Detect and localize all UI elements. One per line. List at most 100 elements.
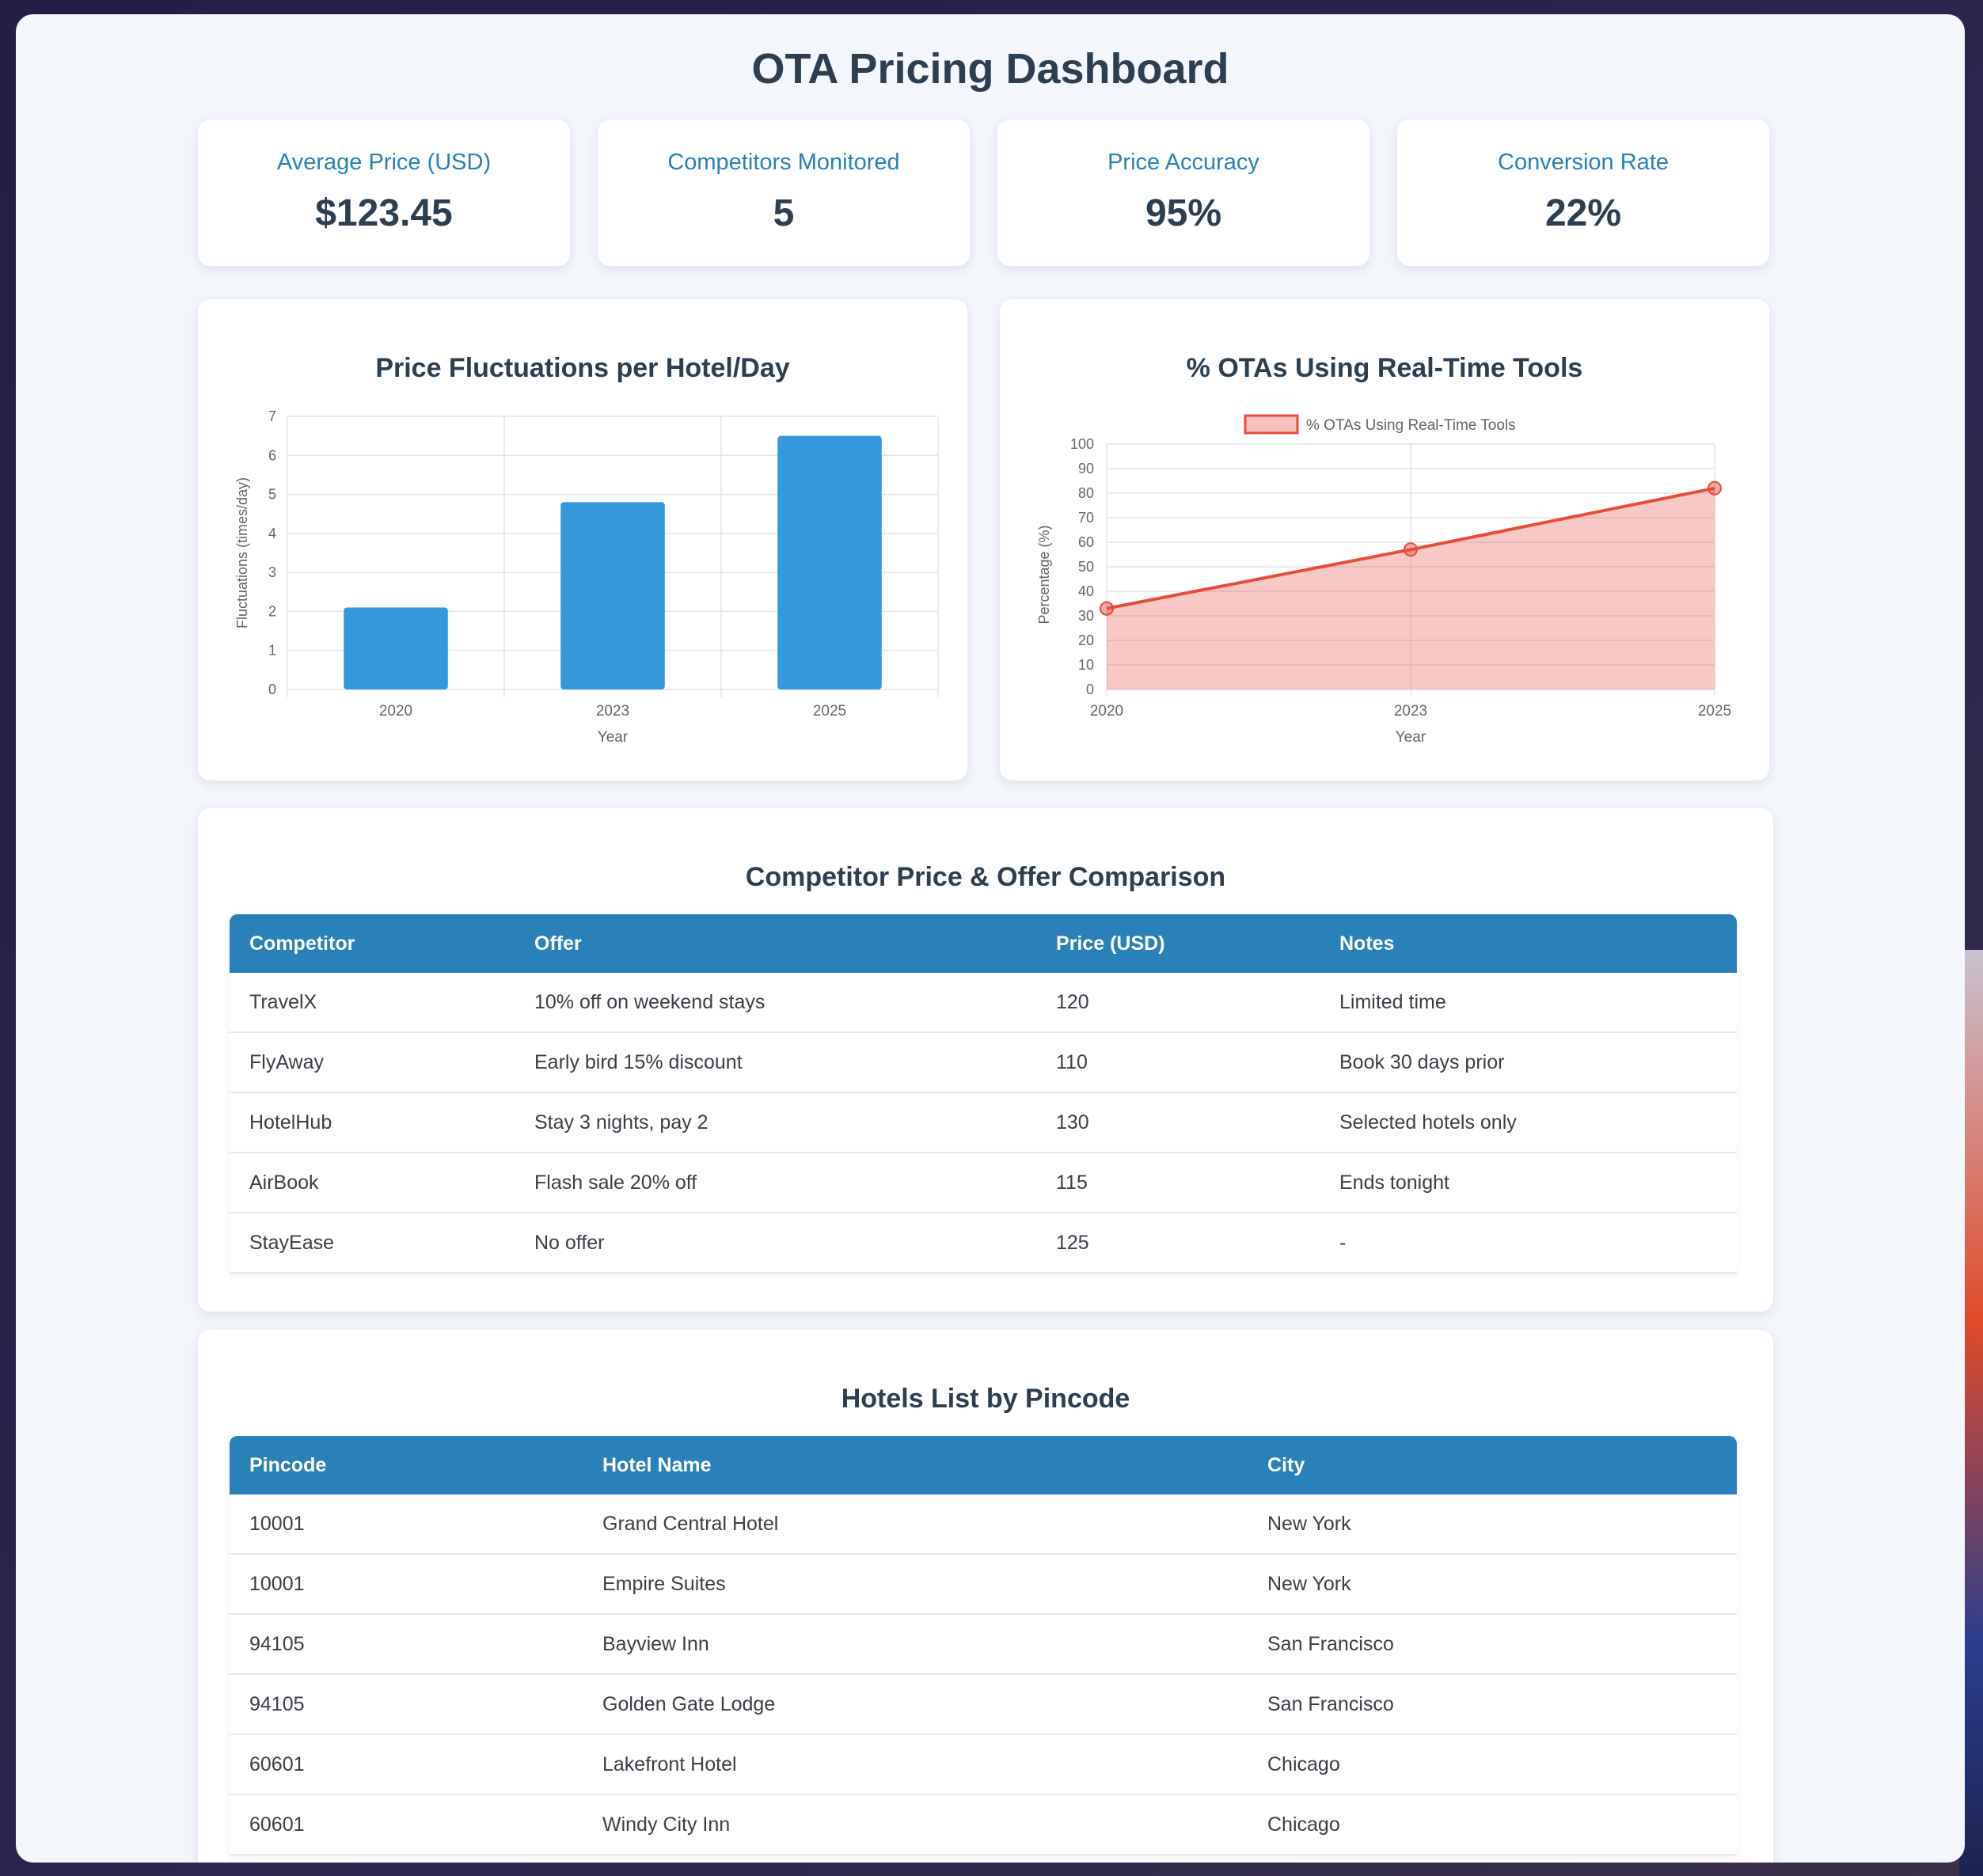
data-point [1708, 480, 1722, 496]
section-title: Competitor Price & Offer Comparison [745, 862, 1226, 892]
cell-notes: Book 30 days prior [1320, 1032, 1737, 1093]
kpi-value: 5 [773, 192, 795, 234]
cell-hotel-name: Windy City Inn [583, 1794, 1248, 1855]
dashboard-window: OTA Pricing Dashboard Average Price (USD… [16, 14, 1965, 1863]
cell-notes: Limited time [1320, 973, 1737, 1033]
table-header-row: Competitor Offer Price (USD) Notes [230, 914, 1737, 973]
table-header-row: Pincode Hotel Name City [230, 1436, 1737, 1494]
cell-competitor: StayEase [230, 1213, 515, 1274]
kpi-card-average-price: Average Price (USD) $123.45 [198, 120, 570, 266]
cell-offer: 10% off on weekend stays [515, 973, 1036, 1033]
kpi-label: Average Price (USD) [276, 150, 492, 175]
cell-pincode: 94105 [230, 1614, 583, 1675]
cell-offer: Flash sale 20% off [515, 1153, 1036, 1213]
data-point [1404, 542, 1418, 557]
cell-city: San Francisco [1248, 1674, 1737, 1735]
bar-chart: 0 1 2 3 4 5 6 7 2020 2023 2025 Year Fluctuations (ti… [234, 408, 939, 746]
section-title: Hotels List by Pincode [841, 1384, 1130, 1414]
column-header-competitor: Competitor [230, 914, 515, 973]
x-tick-label: 2025 [1698, 703, 1731, 720]
page-title: OTA Pricing Dashboard [751, 45, 1229, 93]
cell-notes: Ends tonight [1320, 1153, 1737, 1213]
bar-chart-card: Price Fluctuations per Hotel/Day 0 1 2 3 4 5 6… [198, 299, 967, 780]
column-header-price: Price (USD) [1036, 914, 1320, 973]
cell-notes: - [1320, 1213, 1737, 1274]
kpi-value: 95% [1145, 192, 1222, 234]
y-tick-label: 90 [1078, 461, 1094, 477]
cell-city: New York [1248, 1494, 1737, 1555]
x-axis-label: Year [598, 729, 629, 746]
y-tick-label: 60 [1078, 534, 1094, 550]
area-chart: 0 10 20 30 40 50 60 70 80 90 100 2020 2023 2025 % OTAs… [1036, 414, 1731, 746]
kpi-card-conversion-rate: Conversion Rate 22% [1397, 120, 1769, 266]
x-tick-label: 2023 [1394, 703, 1427, 720]
cell-competitor: AirBook [230, 1153, 515, 1213]
hotels-table: Pincode Hotel Name City 10001 Grand Cent… [230, 1436, 1737, 1855]
y-tick-label: 1 [268, 643, 276, 659]
column-header-hotel-name: Hotel Name [583, 1436, 1248, 1494]
series-area-fill [1107, 488, 1715, 689]
x-tick-label: 2020 [1090, 703, 1123, 720]
bar [560, 502, 665, 689]
y-tick-label: 7 [268, 408, 276, 424]
table-row: TravelX 10% off on weekend stays 120 Lim… [230, 973, 1737, 1033]
column-header-pincode: Pincode [230, 1436, 583, 1494]
x-tick-label: 2025 [813, 703, 846, 720]
cell-notes: Selected hotels only [1320, 1092, 1737, 1153]
cell-offer: No offer [515, 1213, 1036, 1274]
y-tick-label: 5 [268, 487, 276, 503]
cell-hotel-name: Bayview Inn [583, 1614, 1248, 1675]
table-row: 10001 Empire Suites New York [230, 1554, 1737, 1615]
cell-pincode: 10001 [230, 1494, 583, 1555]
cell-pincode: 60601 [230, 1794, 583, 1855]
cell-city: San Francisco [1248, 1614, 1737, 1675]
cell-offer: Stay 3 nights, pay 2 [515, 1092, 1036, 1153]
kpi-label: Conversion Rate [1498, 150, 1669, 175]
y-tick-label: 4 [268, 526, 276, 541]
y-tick-label: 10 [1078, 657, 1094, 673]
y-axis-label: Fluctuations (times/day) [234, 477, 250, 628]
cell-competitor: HotelHub [230, 1092, 515, 1153]
cell-price: 115 [1036, 1153, 1320, 1213]
cell-hotel-name: Golden Gate Lodge [583, 1674, 1248, 1735]
cell-city: Chicago [1248, 1794, 1737, 1855]
table-row: FlyAway Early bird 15% discount 110 Book… [230, 1032, 1737, 1093]
y-tick-label: 50 [1078, 559, 1094, 575]
column-header-notes: Notes [1320, 914, 1737, 973]
table-row: 60601 Lakefront Hotel Chicago [230, 1734, 1737, 1795]
y-tick-label: 30 [1078, 608, 1094, 624]
y-tick-label: 0 [1086, 682, 1094, 697]
x-axis-label: Year [1396, 729, 1426, 746]
chart-title: Price Fluctuations per Hotel/Day [375, 353, 790, 383]
x-tick-label: 2023 [596, 703, 629, 720]
y-tick-label: 80 [1078, 485, 1094, 501]
kpi-value: 22% [1544, 192, 1622, 234]
cell-hotel-name: Lakefront Hotel [583, 1734, 1248, 1795]
table-row: AirBook Flash sale 20% off 115 Ends toni… [230, 1153, 1737, 1213]
hotels-list-card: Hotels List by Pincode Pincode Hotel Nam… [198, 1330, 1773, 1863]
table-row: 10001 Grand Central Hotel New York [230, 1494, 1737, 1555]
y-tick-label: 2 [268, 603, 276, 619]
kpi-card-price-accuracy: Price Accuracy 95% [997, 120, 1369, 266]
table-row: 94105 Golden Gate Lodge San Francisco [230, 1674, 1737, 1735]
cell-price: 125 [1036, 1213, 1320, 1274]
cell-city: Chicago [1248, 1734, 1737, 1795]
x-tick-label: 2020 [379, 703, 412, 720]
table-row: 60601 Windy City Inn Chicago [230, 1794, 1737, 1855]
column-header-offer: Offer [515, 914, 1036, 973]
chart-title: % OTAs Using Real-Time Tools [1186, 353, 1583, 383]
kpi-label: Competitors Monitored [667, 150, 900, 175]
y-axis-label: Percentage (%) [1036, 525, 1052, 624]
y-tick-label: 40 [1078, 583, 1094, 599]
table-row: HotelHub Stay 3 nights, pay 2 130 Select… [230, 1092, 1737, 1153]
kpi-value: $123.45 [315, 192, 453, 234]
table-row: StayEase No offer 125 - [230, 1213, 1737, 1274]
legend-swatch [1244, 414, 1299, 435]
table-row: 94105 Bayview Inn San Francisco [230, 1614, 1737, 1675]
y-tick-label: 20 [1078, 632, 1094, 648]
y-tick-label: 0 [268, 682, 276, 697]
cell-city: New York [1248, 1554, 1737, 1615]
cell-competitor: FlyAway [230, 1032, 515, 1093]
cell-hotel-name: Grand Central Hotel [583, 1494, 1248, 1555]
legend-label: % OTAs Using Real-Time Tools [1306, 417, 1516, 434]
